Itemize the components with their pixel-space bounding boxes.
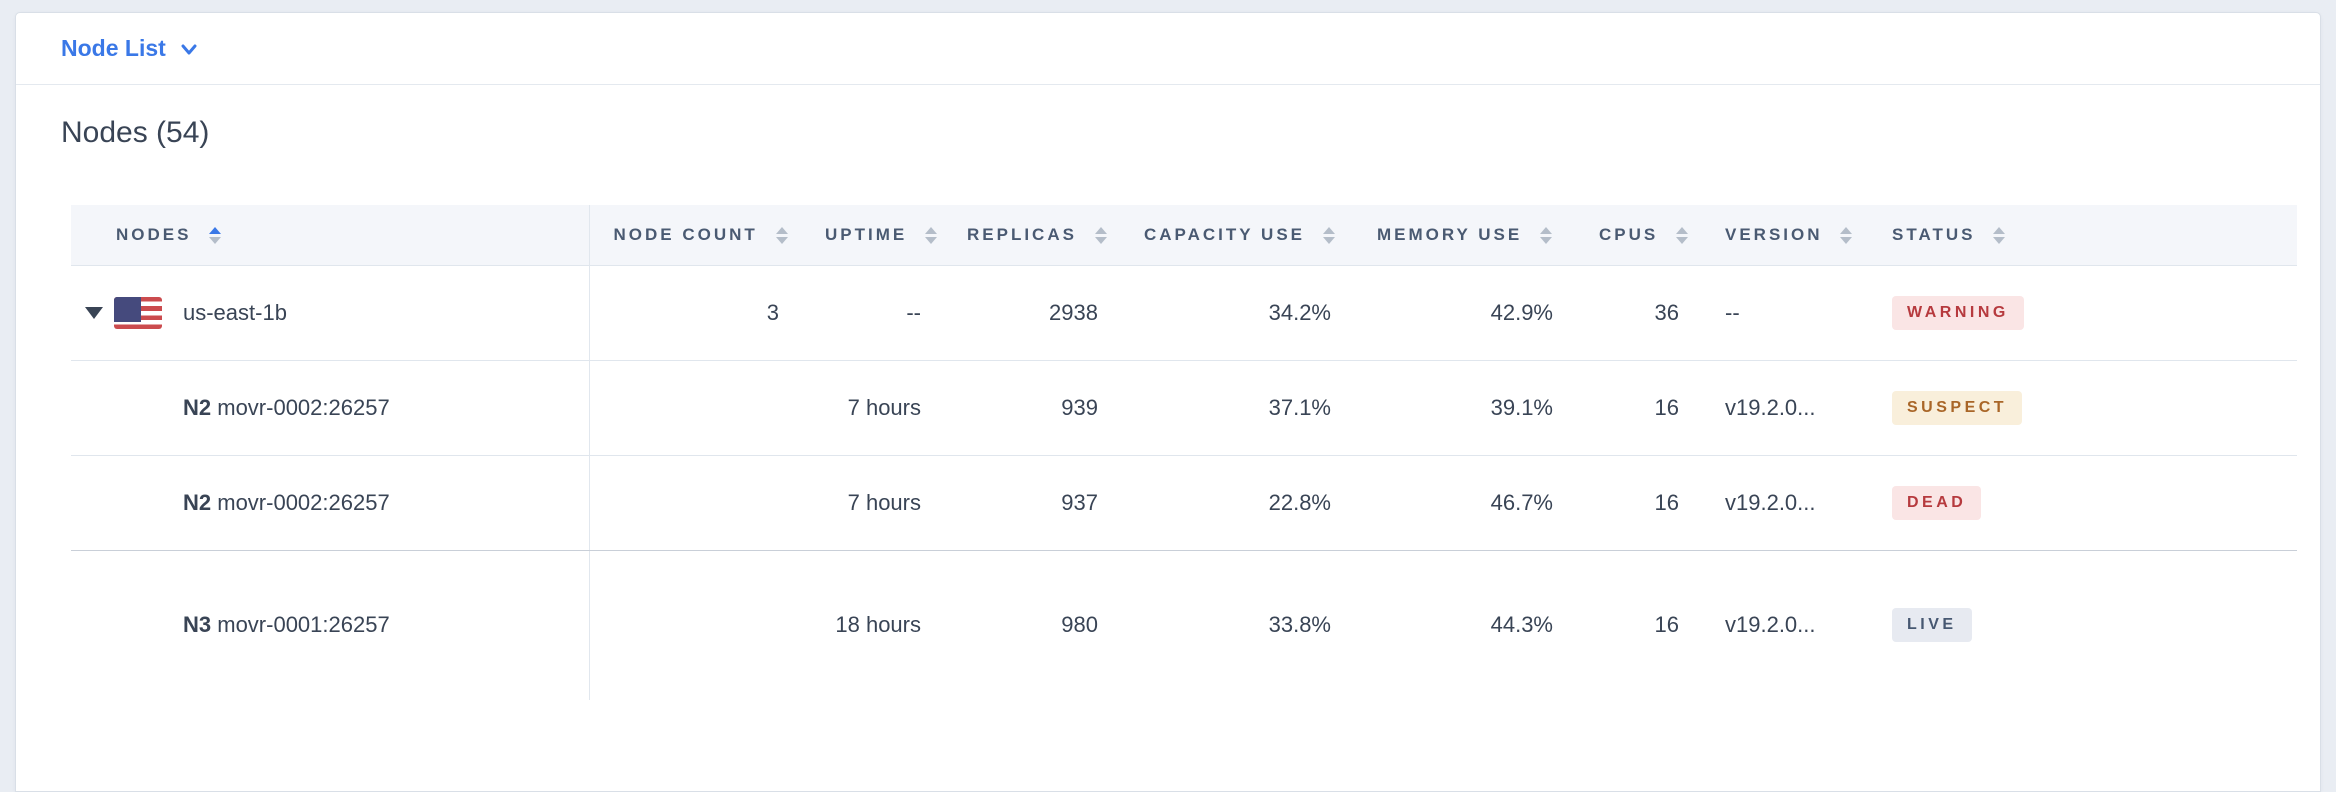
sort-icon: [775, 226, 788, 244]
cell-cpus: 16: [1575, 360, 1701, 456]
cell-nodes: N3 movr-0001:26257: [71, 550, 590, 700]
sort-icon: [1094, 226, 1107, 244]
sort-icon: [1993, 226, 2006, 244]
node-id: N2: [183, 394, 212, 420]
column-header-node-count[interactable]: NODE COUNT: [589, 205, 801, 266]
sort-icon: [1840, 226, 1853, 244]
cell-nodes: N2 movr-0002:26257: [71, 360, 590, 456]
cell-version: v19.2.0...: [1725, 612, 1816, 638]
view-selector-label: Node List: [61, 35, 166, 61]
column-header-version[interactable]: VERSION: [1701, 205, 1868, 266]
region-name: us-east-1b: [183, 299, 287, 325]
column-header-replicas[interactable]: REPLICAS: [943, 205, 1120, 266]
cell-capacity-use: 22.8%: [1120, 455, 1353, 551]
sort-icon: [1322, 226, 1335, 244]
node-address: movr-0001:26257: [217, 612, 390, 638]
table-header-row: NODES NODE COUNT UPTIME REPLICAS CAPACIT…: [71, 205, 2297, 266]
collapse-caret-icon[interactable]: [85, 306, 103, 319]
cell-memory-use: 39.1%: [1353, 360, 1575, 456]
region-row: us-east-1b 3 -- 2938 34.2% 42.9% 36 -- WARNING: [71, 265, 2297, 361]
cell-uptime: 18 hours: [835, 612, 921, 638]
cell-version: v19.2.0...: [1701, 360, 1868, 456]
cell-memory-use: 44.3%: [1490, 612, 1553, 638]
cell-node-count: 3: [589, 265, 801, 361]
cell-status: WARNING: [1868, 265, 2297, 361]
cell-version: --: [1701, 265, 1868, 361]
status-badge: LIVE: [1892, 608, 1972, 643]
cell-capacity-use: 33.8%: [1268, 612, 1331, 638]
cell-replicas: 980: [1061, 612, 1098, 638]
cell-capacity-use: 34.2%: [1120, 265, 1353, 361]
column-header-cpus[interactable]: CPUS: [1575, 205, 1701, 266]
column-header-memory-use[interactable]: MEMORY USE: [1353, 205, 1575, 266]
cell-nodes: N2 movr-0002:26257: [71, 455, 590, 551]
cell-uptime: 7 hours: [801, 360, 943, 456]
nodes-table: NODES NODE COUNT UPTIME REPLICAS CAPACIT…: [71, 205, 2297, 700]
sort-icon: [1539, 226, 1552, 244]
cell-cpus: 16: [1575, 455, 1701, 551]
cell-replicas: 937: [943, 455, 1120, 551]
node-id: N2: [183, 489, 212, 515]
status-badge: SUSPECT: [1892, 390, 2023, 425]
status-badge: DEAD: [1892, 485, 1982, 520]
status-badge: WARNING: [1892, 295, 2024, 330]
cell-status: DEAD: [1868, 455, 2297, 551]
page-titlebar: Node List: [16, 13, 2320, 85]
cell-status: SUSPECT: [1868, 360, 2297, 456]
node-list-card: Node List Nodes (54) NODES NODE COUNT: [15, 12, 2321, 792]
cell-cpus: 36: [1575, 265, 1701, 361]
cell-node-count: [589, 360, 801, 456]
cell-status: LIVE: [1868, 550, 2297, 700]
view-selector-dropdown[interactable]: Node List: [61, 35, 200, 62]
sort-icon: [1675, 226, 1688, 244]
node-row: N2 movr-0002:26257 7 hours 937 22.8% 46.7% 16…: [71, 455, 2297, 551]
column-header-uptime[interactable]: UPTIME: [801, 205, 943, 266]
cell-memory-use: 46.7%: [1353, 455, 1575, 551]
page-title: Nodes (54): [61, 116, 210, 149]
node-address: movr-0002:26257: [217, 489, 390, 515]
cell-uptime: 7 hours: [801, 455, 943, 551]
flag-canton: [114, 296, 141, 322]
chevron-down-icon: [178, 38, 200, 60]
column-header-status[interactable]: STATUS: [1868, 205, 2297, 266]
cell-replicas: 939: [943, 360, 1120, 456]
cell-node-count: [589, 455, 801, 551]
sort-icon: [924, 226, 937, 244]
cell-cpus: 16: [1654, 612, 1679, 638]
cell-node-count: [589, 550, 801, 700]
cell-memory-use: 42.9%: [1353, 265, 1575, 361]
cell-nodes: us-east-1b: [71, 265, 590, 361]
table-body: us-east-1b 3 -- 2938 34.2% 42.9% 36 -- WARNING N2…: [71, 265, 2297, 700]
node-id: N3: [183, 612, 212, 638]
node-row: N2 movr-0002:26257 7 hours 939 37.1% 39.1% 16…: [71, 360, 2297, 456]
cell-version: v19.2.0...: [1701, 455, 1868, 551]
cell-uptime: --: [801, 265, 943, 361]
column-header-capacity-use[interactable]: CAPACITY USE: [1120, 205, 1353, 266]
cell-capacity-use: 37.1%: [1120, 360, 1353, 456]
node-address: movr-0002:26257: [217, 394, 390, 420]
us-flag-icon: [114, 296, 162, 329]
node-row: N3 movr-0001:26257 18 hours 980 33.8% 44.3% 1…: [71, 550, 2297, 700]
sort-icon: [209, 226, 222, 244]
column-header-nodes[interactable]: NODES: [71, 205, 590, 266]
cell-replicas: 2938: [943, 265, 1120, 361]
